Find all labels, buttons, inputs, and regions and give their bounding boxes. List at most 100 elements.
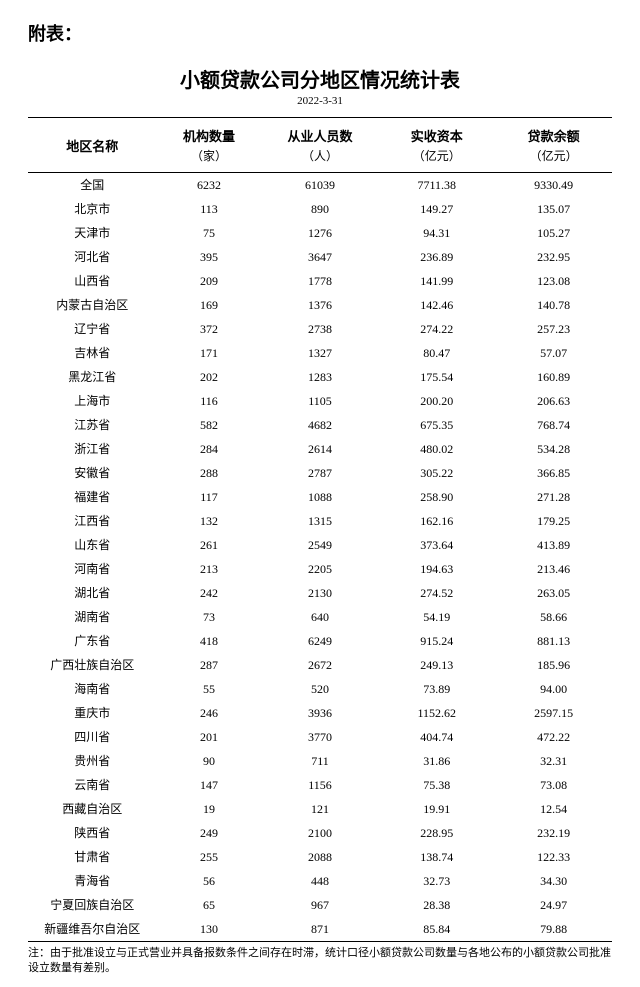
region-cell: 内蒙古自治区	[28, 293, 156, 317]
loans-cell: 413.89	[495, 533, 612, 557]
loans-cell: 213.46	[495, 557, 612, 581]
region-cell: 福建省	[28, 485, 156, 509]
table-row: 陕西省2492100228.95232.19	[28, 821, 612, 845]
loans-cell: 79.88	[495, 917, 612, 942]
region-cell: 西藏自治区	[28, 797, 156, 821]
loans-cell: 122.33	[495, 845, 612, 869]
capital-cell: 404.74	[378, 725, 495, 749]
loans-cell: 58.66	[495, 605, 612, 629]
table-row: 辽宁省3722738274.22257.23	[28, 317, 612, 341]
capital-cell: 258.90	[378, 485, 495, 509]
capital-cell: 274.52	[378, 581, 495, 605]
col-header-institutions-label: 机构数量	[183, 129, 235, 144]
attachment-label: 附表：	[28, 20, 612, 46]
page-container: 附表： 小额贷款公司分地区情况统计表 2022-3-31 地区名称 机构数量 （…	[0, 0, 640, 987]
capital-cell: 138.74	[378, 845, 495, 869]
employees-cell: 2100	[262, 821, 379, 845]
employees-cell: 2738	[262, 317, 379, 341]
table-row: 新疆维吾尔自治区13087185.8479.88	[28, 917, 612, 942]
institutions-cell: 116	[156, 389, 261, 413]
capital-cell: 1152.62	[378, 701, 495, 725]
region-cell: 甘肃省	[28, 845, 156, 869]
employees-cell: 1088	[262, 485, 379, 509]
capital-cell: 194.63	[378, 557, 495, 581]
employees-cell: 2787	[262, 461, 379, 485]
institutions-cell: 284	[156, 437, 261, 461]
table-row: 山西省2091778141.99123.08	[28, 269, 612, 293]
table-row: 上海市1161105200.20206.63	[28, 389, 612, 413]
employees-cell: 61039	[262, 173, 379, 198]
table-row: 广东省4186249915.24881.13	[28, 629, 612, 653]
table-row: 吉林省171132780.4757.07	[28, 341, 612, 365]
capital-cell: 675.35	[378, 413, 495, 437]
table-row: 黑龙江省2021283175.54160.89	[28, 365, 612, 389]
capital-cell: 305.22	[378, 461, 495, 485]
col-header-employees-label: 从业人员数	[287, 129, 352, 144]
col-header-employees: 从业人员数 （人）	[262, 118, 379, 173]
table-row: 海南省5552073.8994.00	[28, 677, 612, 701]
employees-cell: 2549	[262, 533, 379, 557]
employees-cell: 2614	[262, 437, 379, 461]
region-cell: 上海市	[28, 389, 156, 413]
table-row: 贵州省9071131.8632.31	[28, 749, 612, 773]
region-cell: 湖南省	[28, 605, 156, 629]
region-cell: 北京市	[28, 197, 156, 221]
loans-cell: 206.63	[495, 389, 612, 413]
loans-cell: 534.28	[495, 437, 612, 461]
employees-cell: 2088	[262, 845, 379, 869]
col-header-loans-unit: （亿元）	[499, 147, 608, 164]
employees-cell: 1778	[262, 269, 379, 293]
table-row: 四川省2013770404.74472.22	[28, 725, 612, 749]
table-row: 重庆市24639361152.622597.15	[28, 701, 612, 725]
col-header-employees-unit: （人）	[266, 147, 375, 164]
capital-cell: 31.86	[378, 749, 495, 773]
col-header-capital: 实收资本 （亿元）	[378, 118, 495, 173]
col-header-capital-label: 实收资本	[411, 129, 463, 144]
capital-cell: 80.47	[378, 341, 495, 365]
loans-cell: 2597.15	[495, 701, 612, 725]
region-cell: 天津市	[28, 221, 156, 245]
region-cell: 黑龙江省	[28, 365, 156, 389]
capital-cell: 162.16	[378, 509, 495, 533]
loans-cell: 160.89	[495, 365, 612, 389]
loans-cell: 768.74	[495, 413, 612, 437]
loans-cell: 472.22	[495, 725, 612, 749]
col-header-capital-unit: （亿元）	[382, 147, 491, 164]
institutions-cell: 171	[156, 341, 261, 365]
loans-cell: 24.97	[495, 893, 612, 917]
loans-cell: 232.19	[495, 821, 612, 845]
employees-cell: 2672	[262, 653, 379, 677]
institutions-cell: 55	[156, 677, 261, 701]
loans-cell: 34.30	[495, 869, 612, 893]
loans-cell: 123.08	[495, 269, 612, 293]
region-cell: 四川省	[28, 725, 156, 749]
institutions-cell: 261	[156, 533, 261, 557]
region-cell: 河南省	[28, 557, 156, 581]
region-cell: 全国	[28, 173, 156, 198]
table-row: 湖南省7364054.1958.66	[28, 605, 612, 629]
capital-cell: 249.13	[378, 653, 495, 677]
table-row: 浙江省2842614480.02534.28	[28, 437, 612, 461]
region-cell: 湖北省	[28, 581, 156, 605]
region-cell: 陕西省	[28, 821, 156, 845]
region-cell: 山西省	[28, 269, 156, 293]
capital-cell: 32.73	[378, 869, 495, 893]
institutions-cell: 395	[156, 245, 261, 269]
col-header-region: 地区名称	[28, 118, 156, 173]
capital-cell: 7711.38	[378, 173, 495, 198]
employees-cell: 2205	[262, 557, 379, 581]
table-row: 福建省1171088258.90271.28	[28, 485, 612, 509]
table-row: 山东省2612549373.64413.89	[28, 533, 612, 557]
loans-cell: 140.78	[495, 293, 612, 317]
institutions-cell: 213	[156, 557, 261, 581]
table-row: 湖北省2422130274.52263.05	[28, 581, 612, 605]
loans-cell: 73.08	[495, 773, 612, 797]
capital-cell: 175.54	[378, 365, 495, 389]
employees-cell: 3936	[262, 701, 379, 725]
table-row: 全国6232610397711.389330.49	[28, 173, 612, 198]
loans-cell: 94.00	[495, 677, 612, 701]
statistics-table: 地区名称 机构数量 （家） 从业人员数 （人） 实收资本 （亿元） 贷款余额 （…	[28, 117, 612, 942]
employees-cell: 1315	[262, 509, 379, 533]
table-row: 河北省3953647236.89232.95	[28, 245, 612, 269]
institutions-cell: 147	[156, 773, 261, 797]
